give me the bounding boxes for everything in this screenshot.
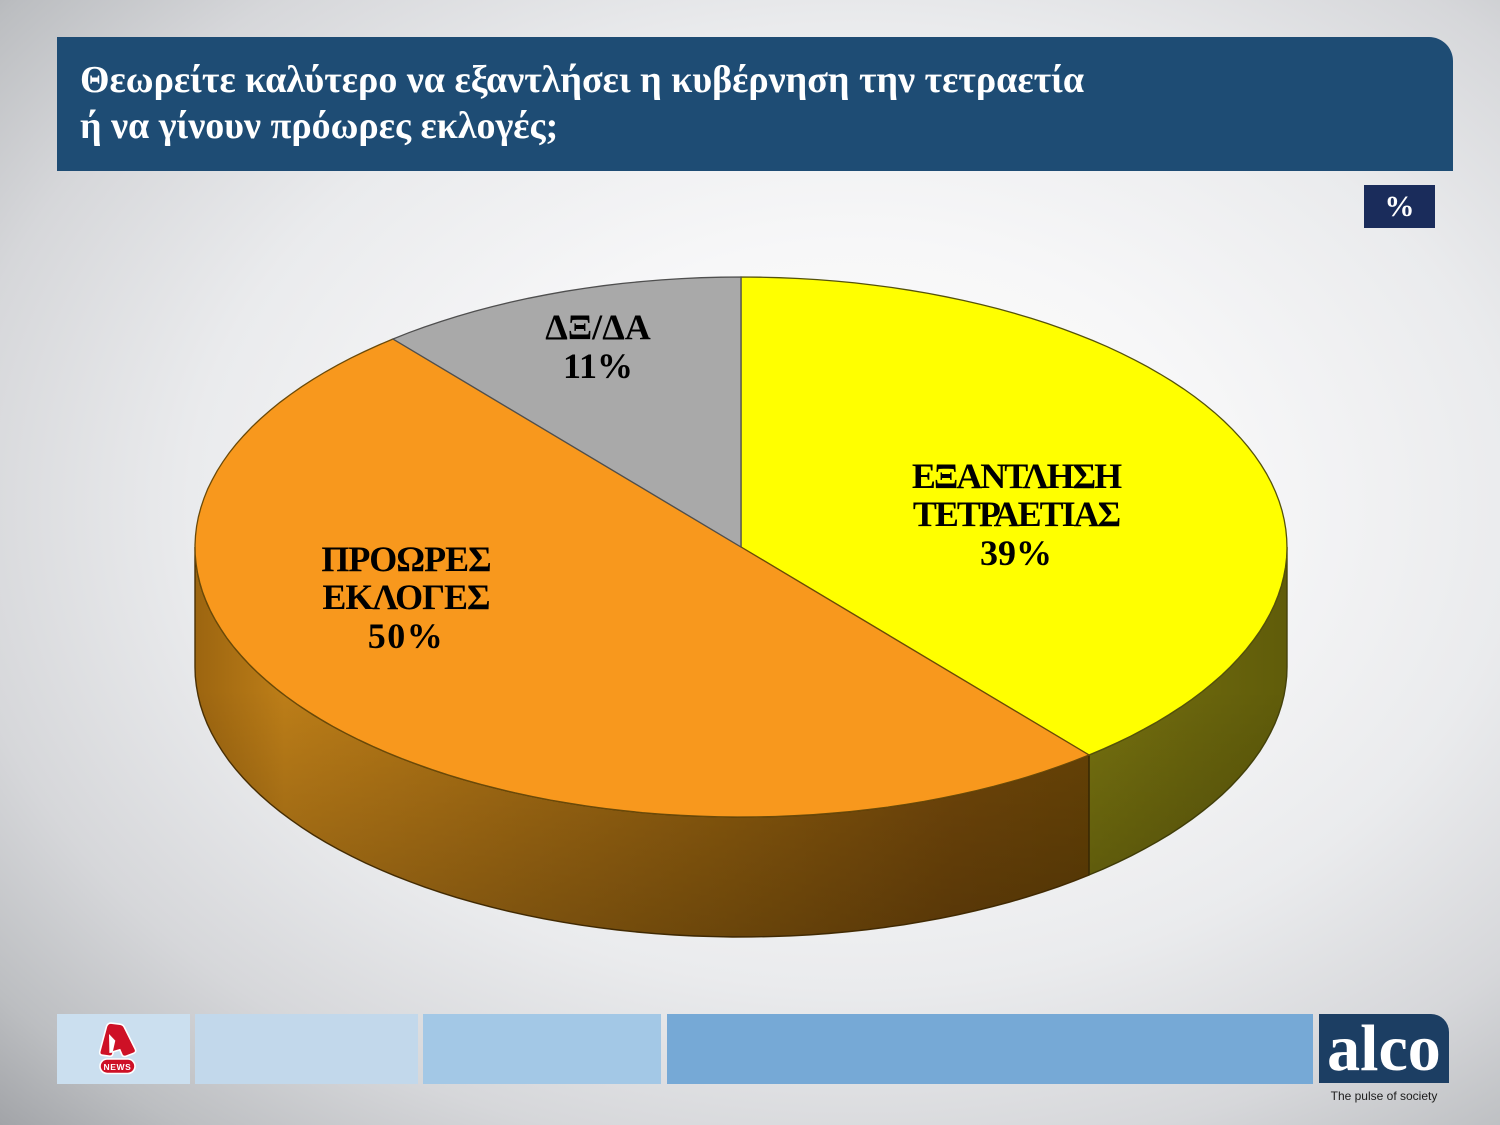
svg-text:NEWS: NEWS: [104, 1062, 132, 1072]
